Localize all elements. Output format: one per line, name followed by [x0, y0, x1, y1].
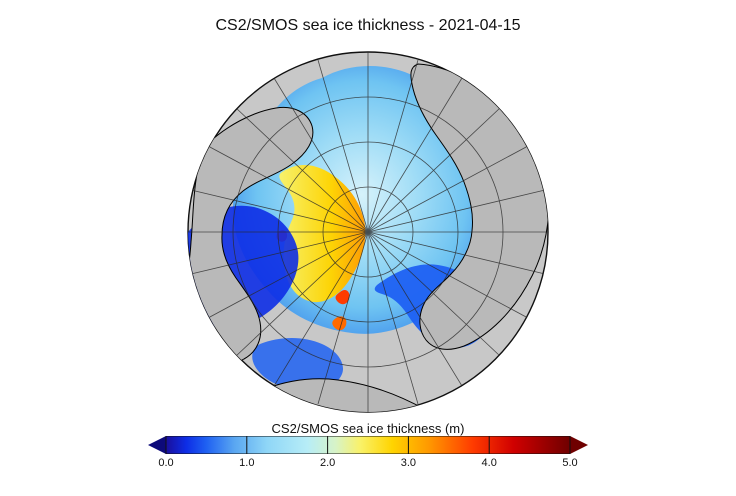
colorbar-tick-label: 4.0 — [481, 457, 497, 469]
colorbar-outline — [165, 436, 571, 454]
graticule — [188, 52, 548, 412]
colorbar-tick-label: 2.0 — [319, 457, 336, 469]
colorbar-tick-label: 1.0 — [239, 457, 255, 469]
thin-ice-band — [252, 338, 344, 391]
colorbar-body — [166, 436, 570, 454]
colorbar-title: CS2/SMOS sea ice thickness (m) — [271, 421, 465, 436]
colorbar-tick-label: 3.0 — [400, 457, 417, 469]
colorbar — [148, 436, 588, 454]
colorbar-over-arrow — [570, 436, 588, 454]
very-thick-ice-spot — [335, 289, 350, 305]
map-circle — [187, 51, 549, 413]
colorbar-under-arrow — [148, 436, 166, 454]
colorbar-tick-label: 0.0 — [158, 457, 174, 469]
colorbar-tick-label: 5.0 — [562, 457, 578, 469]
map-layers — [188, 52, 548, 412]
map-title: CS2/SMOS sea ice thickness - 2021-04-15 — [215, 17, 521, 34]
land-mass — [188, 106, 314, 364]
